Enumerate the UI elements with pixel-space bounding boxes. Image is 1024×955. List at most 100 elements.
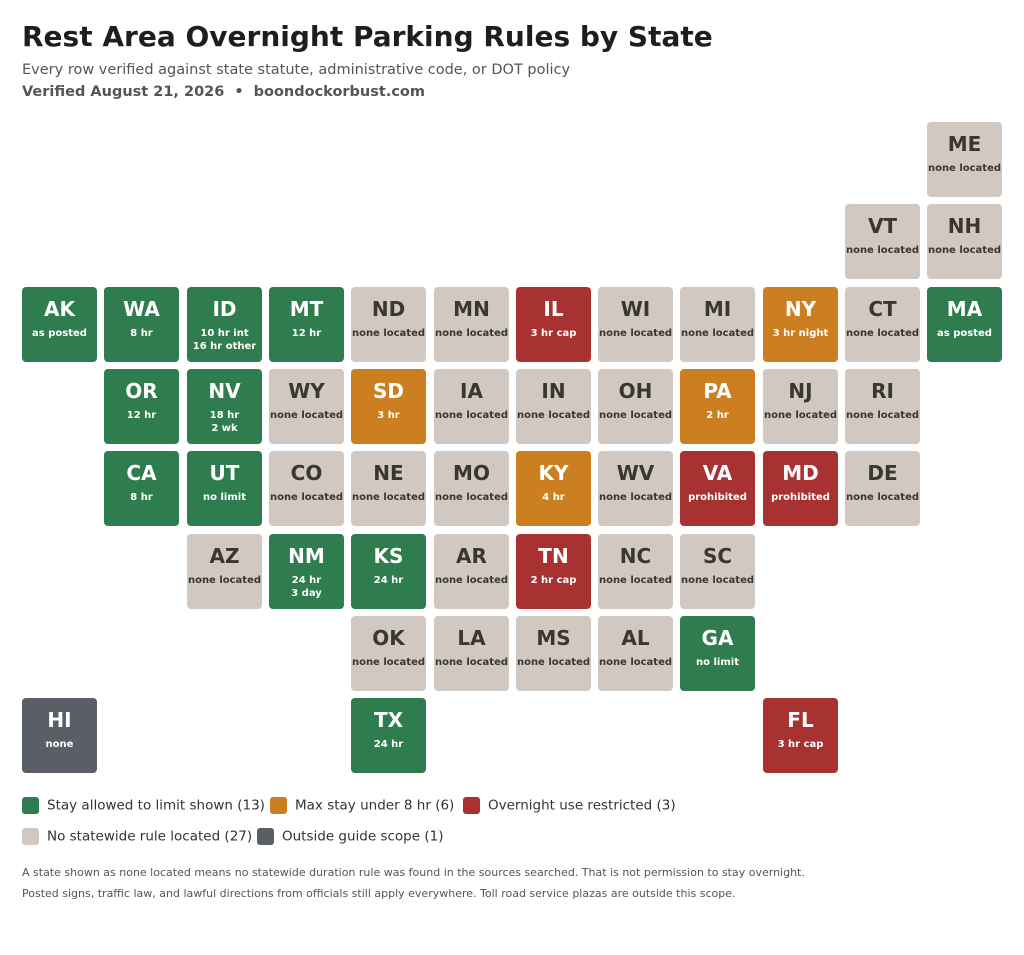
state-tile-de: DE none located [845, 451, 920, 526]
legend-item-under8: Max stay under 8 hr (6) [270, 797, 454, 817]
legend-swatch-none [22, 828, 39, 845]
state-tile-ca: CA 8 hr [104, 451, 179, 526]
state-rule: 3 hr night [772, 328, 829, 339]
state-tile-nm: NM 24 hr 3 day [269, 534, 344, 609]
state-tile-ar: AR none located [434, 534, 509, 609]
state-abbr: PA [703, 379, 732, 403]
state-abbr: ID [212, 297, 237, 321]
legend-label-allowed: Stay allowed to limit shown (13) [47, 797, 265, 814]
state-tile-va: VA prohibited [680, 451, 755, 526]
state-tile-ia: IA none located [434, 369, 509, 444]
state-tile-ak: AK as posted [22, 287, 97, 362]
state-rule: none located [680, 328, 755, 339]
state-tile-fl: FL 3 hr cap [763, 698, 838, 773]
state-abbr: OH [618, 379, 653, 403]
state-tile-or: OR 12 hr [104, 369, 179, 444]
state-rule: 3 hr [377, 410, 400, 421]
state-tile-wa: WA 8 hr [104, 287, 179, 362]
state-abbr: ND [371, 297, 406, 321]
state-tile-ri: RI none located [845, 369, 920, 444]
state-tile-ks: KS 24 hr [351, 534, 426, 609]
legend-swatch-allowed [22, 797, 39, 814]
source-site: boondockorbust.com [253, 84, 425, 100]
state-rule: 3 hr cap [530, 328, 577, 339]
state-tile-il: IL 3 hr cap [516, 287, 591, 362]
state-rule: 10 hr int 16 hr other [192, 328, 257, 352]
legend-item-none: No statewide rule located (27) [22, 828, 252, 848]
state-tile-nc: NC none located [598, 534, 673, 609]
state-tile-ny: NY 3 hr night [763, 287, 838, 362]
state-abbr: TN [538, 544, 569, 568]
state-tile-md: MD prohibited [763, 451, 838, 526]
state-rule: 8 hr [130, 328, 153, 339]
state-abbr: UT [209, 461, 240, 485]
legend-item-outside: Outside guide scope (1) [257, 828, 443, 848]
state-tile-oh: OH none located [598, 369, 673, 444]
legend-label-under8: Max stay under 8 hr (6) [295, 797, 455, 814]
state-tile-ky: KY 4 hr [516, 451, 591, 526]
verified-date: Verified August 21, 2026 [22, 84, 225, 100]
state-rule: none located [845, 328, 920, 339]
state-rule: 24 hr [373, 575, 404, 586]
state-abbr: CT [868, 297, 897, 321]
state-rule: none located [187, 575, 262, 586]
state-abbr: LA [457, 626, 486, 650]
state-abbr: WV [616, 461, 655, 485]
state-abbr: NE [373, 461, 404, 485]
state-tile-co: CO none located [269, 451, 344, 526]
state-tile-al: AL none located [598, 616, 673, 691]
state-tile-wv: WV none located [598, 451, 673, 526]
state-tile-nj: NJ none located [763, 369, 838, 444]
state-rule: prohibited [771, 492, 830, 503]
legend-item-restricted: Overnight use restricted (3) [463, 797, 676, 817]
state-abbr: IL [543, 297, 564, 321]
state-rule: none located [351, 328, 426, 339]
state-tile-ga: GA no limit [680, 616, 755, 691]
state-abbr: SD [372, 379, 404, 403]
state-rule: none located [351, 657, 426, 668]
state-rule: none located [927, 163, 1002, 174]
state-tile-ms: MS none located [516, 616, 591, 691]
state-rule: none located [845, 492, 920, 503]
state-tile-ct: CT none located [845, 287, 920, 362]
state-tile-me: ME none located [927, 122, 1002, 197]
state-rule: none located [434, 492, 509, 503]
state-tile-la: LA none located [434, 616, 509, 691]
state-tile-mi: MI none located [680, 287, 755, 362]
state-abbr: GA [701, 626, 734, 650]
state-tile-tx: TX 24 hr [351, 698, 426, 773]
state-abbr: OR [125, 379, 158, 403]
state-tile-sd: SD 3 hr [351, 369, 426, 444]
state-tile-ma: MA as posted [927, 287, 1002, 362]
state-abbr: VA [702, 461, 733, 485]
state-rule: no limit [203, 492, 246, 503]
footnote-laws: Posted signs, traffic law, and lawful di… [22, 887, 736, 900]
state-rule: none located [763, 410, 838, 421]
state-abbr: MN [453, 297, 490, 321]
state-abbr: NV [208, 379, 241, 403]
state-abbr: NM [288, 544, 325, 568]
state-abbr: NC [619, 544, 652, 568]
state-tile-tn: TN 2 hr cap [516, 534, 591, 609]
state-rule: none located [598, 328, 673, 339]
state-abbr: OK [372, 626, 405, 650]
state-abbr: RI [871, 379, 894, 403]
footnote-scope: A state shown as none located means no s… [22, 866, 805, 879]
legend-label-outside: Outside guide scope (1) [282, 828, 444, 845]
state-abbr: NJ [788, 379, 813, 403]
state-abbr: SC [702, 544, 733, 568]
legend-swatch-under8 [270, 797, 287, 814]
state-abbr: VT [867, 214, 898, 238]
state-abbr: WI [620, 297, 651, 321]
state-rule: none located [269, 410, 344, 421]
state-rule: none located [598, 657, 673, 668]
verified-separator: • [234, 84, 244, 100]
state-tile-ok: OK none located [351, 616, 426, 691]
state-tile-az: AZ none located [187, 534, 262, 609]
state-abbr: MA [946, 297, 983, 321]
state-tile-mo: MO none located [434, 451, 509, 526]
state-abbr: MT [289, 297, 324, 321]
state-tile-mt: MT 12 hr [269, 287, 344, 362]
state-rule: none located [680, 575, 755, 586]
state-tile-nv: NV 18 hr 2 wk [187, 369, 262, 444]
